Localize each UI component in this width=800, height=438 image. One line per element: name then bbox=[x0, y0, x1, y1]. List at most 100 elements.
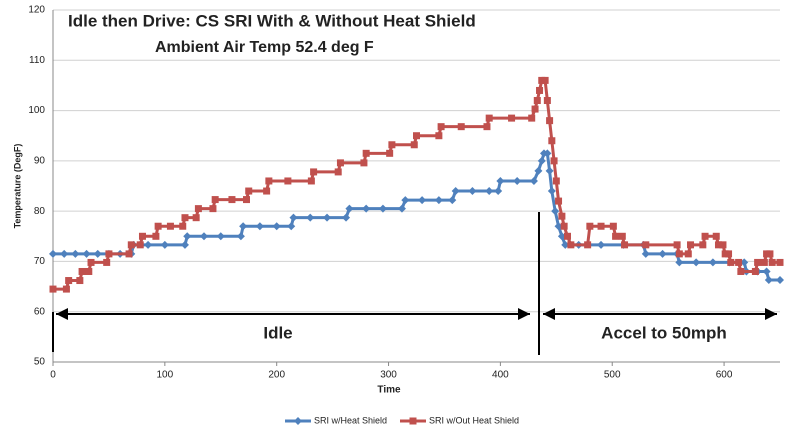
marker bbox=[528, 114, 536, 122]
legend: SRI w/Heat Shield SRI w/Out Heat Shield bbox=[285, 415, 519, 425]
marker bbox=[725, 250, 733, 258]
x-tick-label: 600 bbox=[716, 370, 733, 381]
y-tick-label: 110 bbox=[29, 55, 45, 66]
marker bbox=[494, 187, 503, 196]
plot bbox=[49, 76, 784, 293]
marker bbox=[360, 159, 368, 167]
marker bbox=[768, 258, 776, 266]
marker bbox=[621, 241, 629, 249]
marker bbox=[560, 222, 568, 230]
marker bbox=[567, 241, 575, 249]
marker bbox=[409, 417, 417, 425]
marker bbox=[49, 249, 57, 258]
marker bbox=[550, 157, 558, 165]
marker bbox=[751, 267, 759, 275]
marker bbox=[531, 105, 539, 113]
marker bbox=[448, 196, 457, 205]
marker bbox=[242, 196, 250, 204]
marker bbox=[127, 241, 135, 249]
chart-subtitle: Ambient Air Temp 52.4 deg F bbox=[155, 39, 374, 56]
marker bbox=[468, 187, 477, 196]
marker bbox=[105, 250, 113, 258]
marker bbox=[60, 249, 69, 258]
y-tick-label: 80 bbox=[34, 206, 46, 217]
marker bbox=[307, 177, 315, 185]
marker bbox=[179, 222, 187, 230]
marker bbox=[546, 117, 554, 125]
marker bbox=[397, 204, 406, 213]
marker bbox=[536, 86, 544, 94]
marker bbox=[712, 232, 720, 240]
y-tick-label: 50 bbox=[34, 357, 46, 368]
marker bbox=[740, 258, 749, 267]
y-tick-label: 70 bbox=[34, 256, 46, 267]
marker bbox=[103, 258, 111, 266]
marker bbox=[483, 123, 491, 131]
marker bbox=[547, 187, 556, 196]
marker bbox=[776, 276, 784, 285]
y-tick-label: 60 bbox=[34, 306, 46, 317]
marker bbox=[181, 214, 189, 222]
marker bbox=[457, 123, 465, 131]
marker bbox=[265, 177, 273, 185]
marker bbox=[485, 187, 494, 196]
marker bbox=[216, 232, 225, 241]
x-axis-label: Time bbox=[377, 385, 401, 396]
marker bbox=[386, 149, 394, 157]
marker bbox=[236, 232, 245, 241]
marker bbox=[701, 232, 709, 240]
marker bbox=[342, 213, 351, 222]
marker bbox=[78, 267, 86, 275]
y-tick-label: 100 bbox=[28, 105, 45, 116]
annotation: Idle bbox=[263, 323, 292, 342]
marker bbox=[673, 241, 681, 249]
marker bbox=[378, 204, 387, 213]
marker bbox=[306, 213, 315, 222]
marker bbox=[563, 232, 571, 240]
marker bbox=[642, 241, 650, 249]
marker bbox=[65, 277, 73, 285]
marker bbox=[485, 114, 493, 122]
marker bbox=[675, 250, 683, 258]
marker bbox=[154, 222, 162, 230]
marker bbox=[727, 258, 735, 266]
marker bbox=[597, 240, 606, 249]
marker bbox=[82, 249, 91, 258]
x-tick-label: 400 bbox=[492, 370, 509, 381]
marker bbox=[435, 132, 443, 140]
marker bbox=[194, 205, 202, 213]
marker bbox=[692, 258, 701, 267]
marker bbox=[561, 240, 570, 249]
marker bbox=[537, 156, 546, 165]
marker bbox=[735, 258, 743, 266]
marker bbox=[760, 258, 768, 266]
marker bbox=[597, 222, 605, 230]
marker bbox=[513, 176, 522, 185]
y-tick-label: 90 bbox=[34, 155, 46, 166]
marker bbox=[618, 232, 626, 240]
marker bbox=[62, 285, 70, 293]
marker bbox=[192, 214, 200, 222]
marker bbox=[545, 166, 554, 175]
chart-title: Idle then Drive: CS SRI With & Without H… bbox=[68, 11, 476, 30]
marker bbox=[558, 212, 566, 220]
marker bbox=[362, 204, 371, 213]
marker bbox=[684, 250, 692, 258]
marker bbox=[551, 207, 560, 216]
marker bbox=[534, 166, 543, 175]
marker bbox=[49, 285, 57, 293]
x-tick-label: 500 bbox=[604, 370, 621, 381]
marker bbox=[754, 258, 762, 266]
marker bbox=[136, 241, 144, 249]
marker bbox=[289, 213, 298, 222]
marker bbox=[388, 141, 396, 149]
marker bbox=[152, 232, 160, 240]
marker bbox=[211, 196, 219, 204]
marker bbox=[543, 97, 551, 105]
marker bbox=[255, 222, 264, 231]
x-tick-label: 200 bbox=[268, 370, 285, 381]
marker bbox=[160, 240, 169, 249]
marker bbox=[496, 176, 505, 185]
marker bbox=[586, 222, 594, 230]
marker bbox=[533, 97, 541, 105]
